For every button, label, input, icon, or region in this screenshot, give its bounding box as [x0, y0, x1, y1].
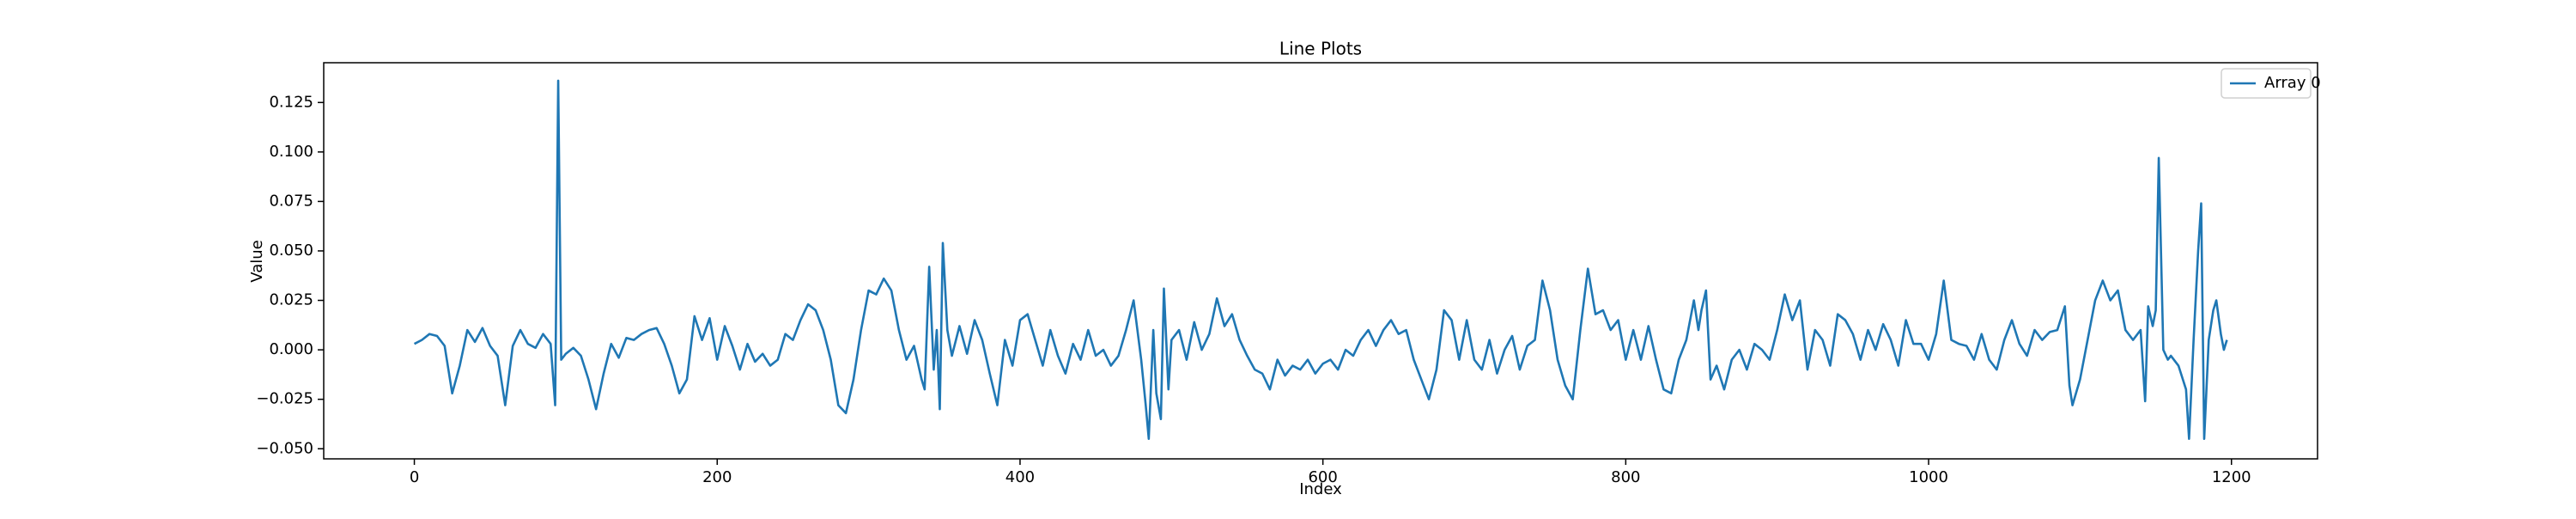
y-tick-label: 0.000 — [269, 340, 313, 358]
y-tick-label: 0.100 — [269, 143, 313, 161]
chart-title: Line Plots — [1279, 39, 1362, 59]
legend-label: Array 0 — [2264, 74, 2321, 92]
x-tick-label: 1200 — [2212, 468, 2251, 486]
x-axis-label: Index — [1299, 480, 1342, 498]
x-tick-label: 1000 — [1909, 468, 1948, 486]
y-tick-label: 0.025 — [269, 291, 313, 309]
data-line — [413, 79, 2228, 441]
x-tick-label: 200 — [702, 468, 732, 486]
y-axis-label: Value — [248, 240, 266, 282]
y-tick-label: 0.075 — [269, 192, 313, 210]
legend-box — [2221, 68, 2312, 99]
x-tick-label: 400 — [1005, 468, 1035, 486]
plot-frame — [323, 62, 2318, 460]
x-tick-label: 600 — [1308, 468, 1337, 486]
x-tick-label: 800 — [1611, 468, 1640, 486]
y-tick-label: 0.125 — [269, 93, 313, 111]
x-tick-label: 0 — [410, 468, 419, 486]
y-tick-label: −0.025 — [256, 390, 313, 408]
y-tick-label: 0.050 — [269, 241, 313, 260]
y-tick-label: −0.050 — [256, 439, 313, 457]
